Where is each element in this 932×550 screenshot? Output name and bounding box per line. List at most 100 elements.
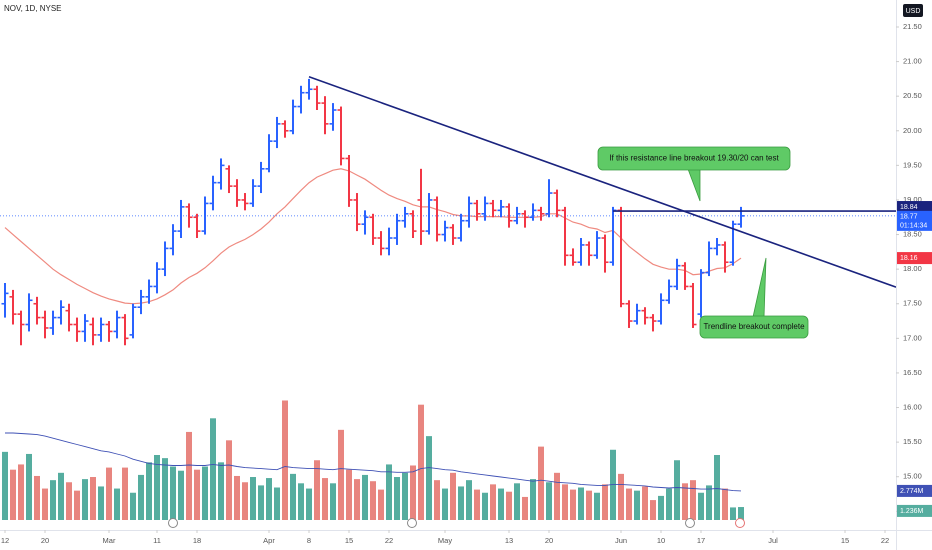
volume-bar: [602, 484, 608, 520]
volume-bar: [626, 488, 632, 520]
volume-bar: [586, 490, 592, 520]
x-tick-label: Mar: [103, 536, 116, 545]
x-tick-label: Jun: [615, 536, 627, 545]
volume-bar: [66, 482, 72, 520]
volume-bar: [362, 474, 368, 520]
volume-bar: [578, 487, 584, 520]
y-tick-label: 21.50: [903, 22, 922, 31]
volume-bar: [178, 470, 184, 520]
volume-bar: [714, 455, 720, 520]
volume-bar: [58, 472, 64, 520]
volume-bar: [458, 486, 464, 520]
plot-area: [0, 76, 897, 520]
volume-bar: [490, 484, 496, 520]
volume-bar: [42, 488, 48, 520]
volume-bar: [194, 469, 200, 520]
volume-bar: [650, 500, 656, 520]
x-tick-label: 20: [545, 536, 553, 545]
volume-bar: [538, 446, 544, 520]
volume-bar: [266, 478, 272, 520]
callouts: If this resistance line breakout 19.30/2…: [597, 146, 809, 339]
volume-bar: [2, 451, 8, 520]
volume-bar: [738, 507, 744, 520]
volume-tag-box: [897, 504, 932, 517]
volume-bar: [170, 466, 176, 520]
currency-box: [903, 4, 923, 17]
volume-bar: [634, 490, 640, 520]
volume-bar: [258, 485, 264, 520]
volume-bar: [562, 484, 568, 520]
volume-bar: [82, 479, 88, 520]
volume-bar: [450, 472, 456, 520]
volume-bar: [130, 492, 136, 520]
volume-bar: [90, 477, 96, 520]
x-tick-label: 22: [881, 536, 889, 545]
volume-tag: 1.236M: [900, 508, 924, 515]
volume-bar: [226, 440, 232, 520]
volume-bar: [722, 488, 728, 520]
volume-bar: [138, 474, 144, 520]
volume-bar: [314, 460, 320, 520]
callout-box: [597, 146, 791, 171]
volume-bar: [466, 480, 472, 520]
volume-bar: [522, 496, 528, 520]
volume-bar: [442, 488, 448, 520]
volume-bar: [154, 455, 160, 520]
volume-bar: [10, 469, 16, 520]
volume-bar: [386, 464, 392, 520]
y-tick-label: 21.00: [903, 57, 922, 66]
volume-bar: [330, 483, 336, 520]
volume-bar: [114, 488, 120, 520]
volume-bar: [402, 472, 408, 520]
x-tick-label: May: [438, 536, 452, 545]
volume-bar: [322, 478, 328, 520]
y-tick-label: 16.50: [903, 368, 922, 377]
x-tick-label: 15: [345, 536, 353, 545]
resistance-tag-box: [897, 201, 932, 213]
volume-bar: [594, 492, 600, 520]
event-icon: [685, 518, 695, 528]
x-tick-label: 15: [841, 536, 849, 545]
volume-bar: [354, 479, 360, 520]
volume-bar: [18, 464, 24, 520]
moving-average-line: [4, 168, 742, 305]
volume-bar: [306, 488, 312, 520]
x-tick-label: 22: [385, 536, 393, 545]
y-tick-label: 15.00: [903, 472, 922, 481]
volume-bar: [338, 429, 344, 520]
volume-bar: [202, 466, 208, 520]
volume-bar: [698, 492, 704, 520]
volume-bar: [514, 483, 520, 520]
volume-bar: [50, 480, 56, 520]
volume-bar: [618, 473, 624, 520]
ma-tag: 18.16: [900, 255, 918, 262]
volume-bar: [570, 489, 576, 520]
volume-bar: [146, 462, 152, 520]
last-price-tag: 18.77: [900, 214, 918, 221]
volume-bar: [530, 479, 536, 520]
currency: USD: [906, 8, 921, 15]
volume-bar: [290, 473, 296, 520]
volume-bar: [426, 436, 432, 520]
volume-bar: [546, 482, 552, 520]
x-axis-bg: [0, 530, 932, 550]
volume-bar: [434, 480, 440, 520]
last-price-tag: 01:14:34: [900, 223, 927, 230]
y-tick-label: 17.00: [903, 333, 922, 342]
ma-tag-box: [897, 252, 932, 265]
x-tick-label: Jul: [768, 536, 778, 545]
x-axis: 12 20 Mar 11 18 Apr 8 15 22 May 13 20 Jun 10 17 Jul 15 22: [0, 530, 932, 550]
volume-bar: [506, 491, 512, 520]
x-tick-label: 13: [505, 536, 513, 545]
callout-text: Trendline breakout complete: [703, 322, 805, 331]
event-icon: [168, 518, 178, 528]
event-icon: [735, 518, 745, 528]
volume-bar: [610, 449, 616, 520]
volume-bar: [106, 467, 112, 520]
volume-bar: [282, 400, 288, 520]
volume-bar: [26, 453, 32, 520]
volume-ma-line: [5, 432, 742, 492]
y-axis-bg: [896, 0, 932, 530]
